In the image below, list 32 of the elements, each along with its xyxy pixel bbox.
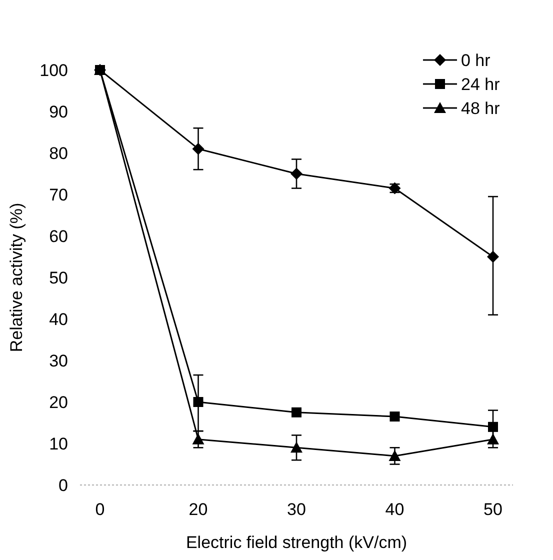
point bbox=[192, 142, 204, 155]
y-tick-label: 50 bbox=[49, 268, 68, 288]
point bbox=[192, 433, 204, 444]
y-tick-label: 0 bbox=[58, 476, 68, 495]
y-tick-label: 70 bbox=[49, 185, 68, 204]
point bbox=[290, 442, 302, 453]
x-tick-label: 0 bbox=[95, 500, 105, 519]
x-axis-title: Electric field strength (kV/cm) bbox=[186, 533, 408, 552]
point bbox=[488, 422, 498, 432]
point bbox=[487, 433, 499, 444]
legend-label: 24 hr bbox=[461, 74, 500, 94]
y-tick-label: 90 bbox=[49, 102, 68, 122]
point bbox=[487, 250, 499, 263]
legend-label: 0 hr bbox=[461, 50, 491, 70]
y-tick-label: 30 bbox=[49, 351, 68, 370]
y-tick-label: 60 bbox=[49, 226, 68, 246]
x-tick-label: 30 bbox=[287, 500, 306, 519]
point bbox=[193, 397, 204, 407]
point bbox=[290, 168, 302, 180]
point bbox=[292, 407, 302, 418]
y-tick-label: 40 bbox=[49, 310, 68, 329]
y-tick-label: 10 bbox=[49, 434, 68, 454]
y-tick-label: 20 bbox=[49, 392, 68, 412]
y-tick-label: 80 bbox=[49, 144, 68, 163]
x-tick-label: 40 bbox=[385, 500, 404, 519]
x-tick-label: 20 bbox=[188, 500, 208, 519]
y-axis-title: Relative activity (%) bbox=[7, 202, 26, 352]
x-tick-label: 50 bbox=[484, 500, 502, 519]
legend-label: 48 hr bbox=[461, 98, 500, 118]
point bbox=[388, 450, 401, 461]
point bbox=[390, 412, 400, 422]
y-tick-label: 100 bbox=[40, 60, 68, 80]
